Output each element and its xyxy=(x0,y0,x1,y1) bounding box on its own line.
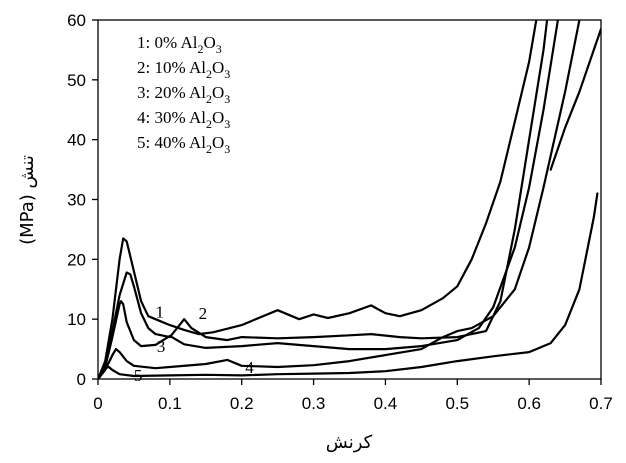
series-line-5 xyxy=(98,192,599,379)
y-tick-label: 60 xyxy=(67,11,86,30)
x-tick-label: 0.3 xyxy=(302,394,326,413)
curve-labels: 1 2 3 4 5 xyxy=(134,302,254,384)
legend-entry-2: 2: 10% Al2O3 xyxy=(137,58,230,81)
curve-label-4: 4 xyxy=(245,358,254,377)
y-axis: 0 10 20 30 40 50 60 xyxy=(67,11,98,389)
x-axis: 0 0.1 0.2 0.3 0.4 0.5 0.6 0.7 xyxy=(93,379,613,413)
y-tick-label: 20 xyxy=(67,250,86,269)
y-axis-title: (MPa) تنش xyxy=(17,155,38,245)
curve-label-5: 5 xyxy=(134,366,143,385)
y-tick-label: 10 xyxy=(67,310,86,329)
curve-label-3: 3 xyxy=(157,337,166,356)
curve-label-1: 1 xyxy=(155,302,164,321)
y-tick-label: 30 xyxy=(67,191,86,210)
x-axis-title: کرنش xyxy=(326,432,373,453)
legend-entry-5: 5: 40% Al2O3 xyxy=(137,133,230,156)
x-tick-label: 0.2 xyxy=(230,394,254,413)
svg-text:(MPa) تنش: (MPa) تنش xyxy=(17,155,38,245)
y-tick-label: 40 xyxy=(67,131,86,150)
y-axis-word: تنش xyxy=(17,155,38,188)
series-line-3 xyxy=(98,20,559,379)
y-tick-label: 50 xyxy=(67,71,86,90)
series-line-2 xyxy=(98,20,549,379)
series-line-4 xyxy=(98,20,581,379)
x-tick-label: 0.1 xyxy=(158,394,182,413)
x-tick-label: 0.5 xyxy=(445,394,469,413)
series-line-1 xyxy=(98,20,538,379)
series-line-6 xyxy=(549,27,601,171)
legend-entry-4: 4: 30% Al2O3 xyxy=(137,108,230,131)
x-tick-label: 0.7 xyxy=(589,394,613,413)
legend-entry-1: 1: 0% Al2O3 xyxy=(137,33,222,56)
curve-label-2: 2 xyxy=(199,304,208,323)
x-tick-label: 0 xyxy=(93,394,102,413)
legend-entry-3: 3: 20% Al2O3 xyxy=(137,83,230,106)
x-tick-label: 0.6 xyxy=(517,394,541,413)
y-axis-unit: (MPa) xyxy=(17,194,38,245)
x-tick-label: 0.4 xyxy=(374,394,398,413)
curves-layer xyxy=(98,20,601,379)
y-tick-label: 0 xyxy=(77,370,86,389)
